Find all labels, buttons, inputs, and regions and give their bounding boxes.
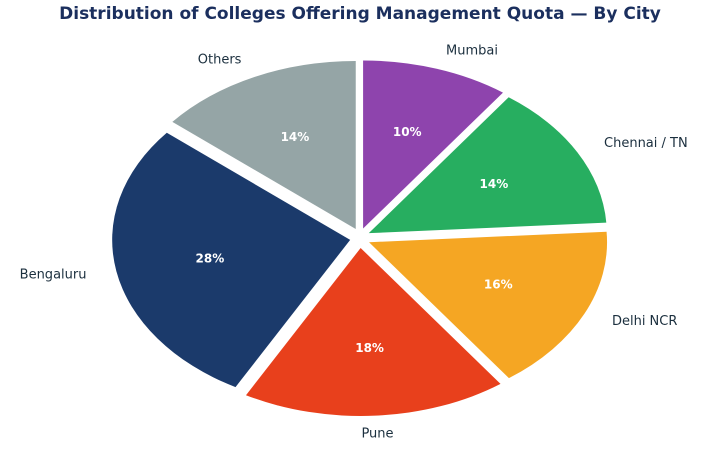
value-label: 16% <box>484 278 513 292</box>
value-label: 10% <box>393 125 422 139</box>
value-label: 28% <box>196 251 225 265</box>
pie-slice <box>245 247 501 416</box>
value-label: 18% <box>355 341 384 355</box>
slice-label: Delhi NCR <box>612 314 677 329</box>
pie-slice <box>369 231 608 379</box>
pie-slice <box>363 60 503 229</box>
slice-label: Mumbai <box>446 44 498 59</box>
slice-label: Others <box>198 53 242 68</box>
pie-slice <box>172 60 356 229</box>
slice-label: Chennai / TN <box>604 136 688 151</box>
value-label: 14% <box>480 177 509 191</box>
chart-title: Distribution of Colleges Offering Manage… <box>59 4 661 24</box>
value-label: 14% <box>281 130 310 144</box>
slice-label: Bengaluru <box>20 267 87 282</box>
pie-slice <box>368 97 607 234</box>
slice-label: Pune <box>361 427 393 442</box>
pie-slice <box>112 132 351 388</box>
